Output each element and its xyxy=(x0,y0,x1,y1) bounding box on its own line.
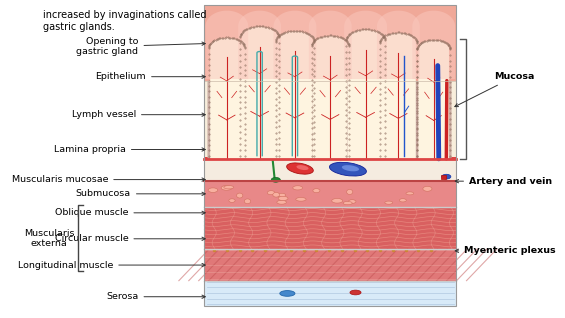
Ellipse shape xyxy=(342,165,359,171)
Ellipse shape xyxy=(244,199,251,204)
Bar xyxy=(204,249,457,281)
Bar xyxy=(415,81,419,159)
Polygon shape xyxy=(344,10,387,79)
Text: Submucosa: Submucosa xyxy=(76,189,205,198)
Text: Mucosa: Mucosa xyxy=(455,72,534,107)
Text: Epithelium: Epithelium xyxy=(95,72,205,81)
Bar xyxy=(204,5,457,81)
Text: Lymph vessel: Lymph vessel xyxy=(72,110,205,119)
Polygon shape xyxy=(210,38,243,159)
Polygon shape xyxy=(381,33,415,159)
Bar xyxy=(204,207,457,249)
Text: Lamina propria: Lamina propria xyxy=(54,145,205,154)
Text: Muscularis
externa: Muscularis externa xyxy=(24,229,75,248)
Polygon shape xyxy=(419,40,449,159)
Text: Circular muscle: Circular muscle xyxy=(55,234,205,243)
Polygon shape xyxy=(273,10,316,79)
Ellipse shape xyxy=(346,190,353,194)
Text: Artery and vein: Artery and vein xyxy=(455,177,552,186)
Ellipse shape xyxy=(271,177,280,182)
Ellipse shape xyxy=(423,186,432,191)
Polygon shape xyxy=(377,12,420,81)
Text: Serosa: Serosa xyxy=(106,292,205,301)
Ellipse shape xyxy=(208,188,218,192)
Polygon shape xyxy=(309,10,351,79)
Polygon shape xyxy=(309,12,351,81)
Ellipse shape xyxy=(277,200,286,204)
Polygon shape xyxy=(412,12,455,81)
Polygon shape xyxy=(210,38,243,159)
Polygon shape xyxy=(345,28,386,159)
Polygon shape xyxy=(348,30,383,159)
Polygon shape xyxy=(416,39,451,159)
Bar xyxy=(204,159,457,181)
Ellipse shape xyxy=(296,197,306,201)
Ellipse shape xyxy=(329,162,366,176)
Polygon shape xyxy=(205,12,248,81)
Bar xyxy=(441,175,446,178)
Polygon shape xyxy=(381,33,415,159)
Polygon shape xyxy=(239,25,280,159)
Text: Longitudinal muscle: Longitudinal muscle xyxy=(18,260,205,270)
Polygon shape xyxy=(274,30,316,159)
Polygon shape xyxy=(412,10,455,79)
Polygon shape xyxy=(242,27,277,159)
Polygon shape xyxy=(313,36,347,159)
Polygon shape xyxy=(207,37,246,159)
Ellipse shape xyxy=(399,199,406,202)
Ellipse shape xyxy=(221,186,232,190)
Polygon shape xyxy=(377,10,420,79)
Ellipse shape xyxy=(406,192,414,195)
Bar xyxy=(204,157,457,160)
Ellipse shape xyxy=(278,196,288,201)
Polygon shape xyxy=(238,12,281,81)
Ellipse shape xyxy=(224,186,234,189)
Text: Opening to
gastric gland: Opening to gastric gland xyxy=(76,37,205,56)
Ellipse shape xyxy=(286,163,314,174)
Polygon shape xyxy=(348,30,383,159)
Polygon shape xyxy=(344,12,387,81)
Text: Muscularis mucosae: Muscularis mucosae xyxy=(12,175,205,184)
Polygon shape xyxy=(419,40,449,159)
Ellipse shape xyxy=(293,186,302,190)
Text: Myenteric plexus: Myenteric plexus xyxy=(455,246,555,255)
Polygon shape xyxy=(277,31,312,159)
Bar xyxy=(204,181,457,207)
Bar xyxy=(204,5,457,17)
Bar xyxy=(204,5,457,306)
Polygon shape xyxy=(205,10,248,79)
Text: increased by invaginations called
gastric glands.: increased by invaginations called gastri… xyxy=(42,10,206,32)
Bar xyxy=(204,81,457,159)
Ellipse shape xyxy=(442,174,451,179)
Ellipse shape xyxy=(267,191,275,195)
Ellipse shape xyxy=(277,193,286,197)
Polygon shape xyxy=(238,10,281,79)
Bar xyxy=(204,281,457,306)
Polygon shape xyxy=(310,35,350,159)
Text: Oblique muscle: Oblique muscle xyxy=(55,208,205,217)
Ellipse shape xyxy=(297,165,308,170)
Ellipse shape xyxy=(280,291,295,296)
Ellipse shape xyxy=(237,193,243,198)
Ellipse shape xyxy=(332,198,343,203)
Polygon shape xyxy=(242,27,277,159)
Ellipse shape xyxy=(349,200,356,204)
Ellipse shape xyxy=(385,201,393,204)
Polygon shape xyxy=(273,12,316,81)
Polygon shape xyxy=(277,31,312,159)
Ellipse shape xyxy=(229,199,235,202)
Ellipse shape xyxy=(343,202,352,205)
Ellipse shape xyxy=(273,192,280,197)
Polygon shape xyxy=(378,31,419,159)
Ellipse shape xyxy=(350,290,361,295)
Ellipse shape xyxy=(313,189,320,193)
Polygon shape xyxy=(313,36,347,159)
